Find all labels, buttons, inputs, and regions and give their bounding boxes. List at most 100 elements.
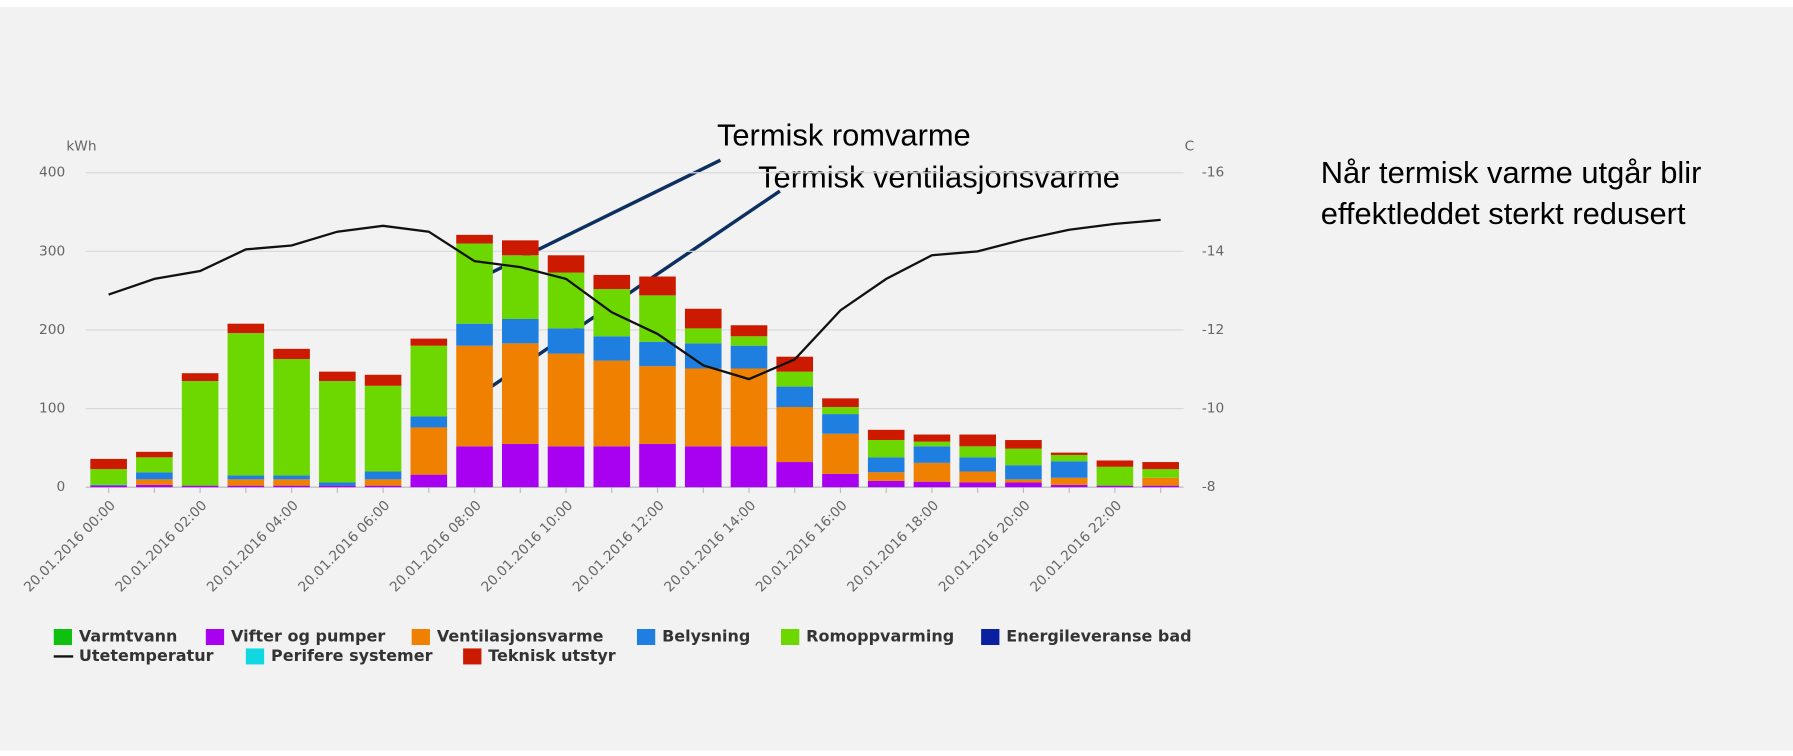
bar-segment (319, 485, 356, 488)
bar-segment (181, 381, 219, 486)
y-tick-label: 300 (39, 243, 65, 259)
bar-segment (227, 479, 265, 486)
bar-segment (776, 462, 814, 488)
bar-segment (547, 353, 585, 447)
bar-segment (730, 336, 768, 346)
bar-segment (410, 345, 448, 417)
bar-segment (959, 434, 996, 447)
bar-segment (867, 429, 905, 441)
bar-segment (273, 479, 310, 486)
bar-segment (730, 345, 768, 369)
bar-segment (136, 457, 173, 473)
bar-segment (456, 243, 493, 324)
bar-segment (319, 371, 356, 382)
bar-segment (684, 446, 722, 488)
legend-swatch (463, 648, 482, 665)
bar-segment (410, 427, 448, 475)
bar-segment (136, 451, 173, 458)
bar-segment (1050, 454, 1088, 462)
legend-label: Energileveranse bad (1006, 627, 1191, 646)
bar-segment (639, 276, 676, 296)
bar-segment (1005, 479, 1042, 483)
bar-segment (90, 458, 127, 470)
bar-segment (273, 348, 310, 360)
bar-segment (913, 481, 951, 488)
bar-segment (1005, 482, 1042, 488)
bar-segment (822, 433, 859, 474)
y2-tick-label: -8 (1202, 479, 1216, 495)
bar-segment (913, 462, 951, 482)
bar-segment (684, 368, 722, 447)
y-tick-label: 0 (56, 479, 65, 495)
bar-segment (501, 443, 539, 488)
bar-segment (227, 485, 265, 488)
y2-tick-label: -10 (1202, 401, 1224, 417)
bar-segment (410, 416, 448, 428)
annotation: Termisk romvarme (717, 117, 971, 152)
legend-swatch (781, 628, 800, 646)
line-series (108, 218, 1161, 381)
bar-segment (319, 482, 356, 486)
bar-segment (319, 381, 356, 483)
bar-segment (456, 345, 493, 447)
bar-segment (364, 471, 402, 480)
bar-segment (547, 255, 585, 273)
bar-segment (136, 479, 173, 485)
bar-segment (181, 373, 219, 382)
bar-segment (1096, 466, 1134, 486)
bar-segment (913, 446, 951, 463)
bar-segment (593, 360, 631, 447)
legend-swatch (411, 628, 430, 646)
bar-segment (776, 356, 814, 372)
legend-label: Ventilasjonsvarme (437, 627, 604, 646)
bar-segment (364, 385, 402, 472)
legend-swatch (245, 648, 265, 665)
bar-segment (959, 457, 996, 472)
bar-segment (684, 328, 722, 344)
bar-segment (822, 407, 859, 415)
legend-label: Belysning (662, 627, 750, 646)
y2-tick-label: -16 (1202, 165, 1224, 181)
bar-segment (181, 485, 219, 488)
bar-segment (273, 485, 310, 488)
bar-segment (501, 343, 539, 444)
bar-segment (501, 240, 539, 256)
bar-segment (1005, 465, 1042, 480)
bar-segment (867, 457, 905, 473)
bar-segment (410, 338, 448, 346)
bar-segment (1096, 460, 1134, 467)
bar-segment (1096, 485, 1134, 488)
bar-segment (959, 471, 996, 483)
bar-segment (913, 434, 951, 442)
bar-segment (273, 359, 310, 476)
side-note: Når termisk varme utgår blir (1321, 155, 1702, 190)
bar-segment (867, 472, 905, 481)
y2-tick-label: -14 (1202, 243, 1224, 259)
bar-segment (227, 333, 265, 476)
bar-segment (547, 446, 585, 488)
bar-segment (136, 484, 173, 488)
bar-segment (1142, 485, 1179, 488)
bar-segment (227, 475, 265, 480)
bar-segment (776, 371, 814, 387)
bar-segment (364, 485, 402, 488)
bar-segment (639, 366, 676, 444)
bar-segment (90, 485, 127, 488)
bar-segment (456, 323, 493, 346)
bar-segment (1005, 448, 1042, 466)
bar-segment (1005, 440, 1042, 449)
bar-segment (136, 472, 173, 480)
bar-segment (822, 473, 859, 488)
bar-segment (776, 386, 814, 408)
bar-segment (501, 318, 539, 344)
y-tick-label: 200 (39, 322, 65, 338)
legend-swatch (205, 628, 225, 646)
bar-segment (1050, 484, 1088, 488)
bar-segment (410, 474, 448, 488)
bar-segment (867, 440, 905, 458)
y-tick-label: 400 (39, 165, 65, 181)
bar-segment (822, 414, 859, 434)
bar-segment (273, 475, 310, 480)
bar-segment (730, 325, 768, 337)
